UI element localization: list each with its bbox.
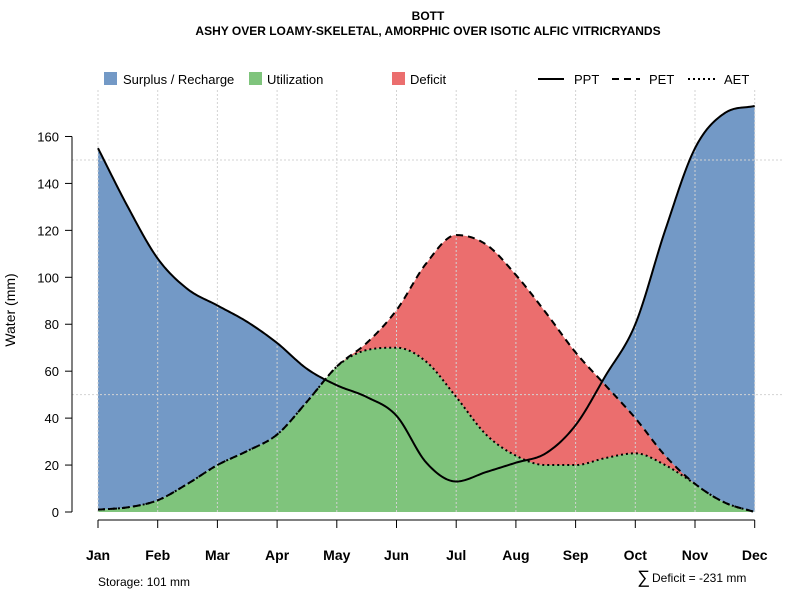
x-tick-label-apr: Apr — [265, 547, 290, 563]
surplus-area-1 — [98, 148, 325, 510]
series-line-pet — [97, 234, 755, 513]
legend-swatch-surplus — [104, 72, 117, 85]
surplus-area-2 — [602, 105, 755, 512]
y-tick-label-40: 40 — [45, 411, 59, 426]
series-lines — [97, 104, 755, 513]
x-tick-label-oct: Oct — [624, 547, 648, 563]
y-tick-label-120: 120 — [37, 223, 59, 238]
deficit-area — [98, 235, 755, 513]
storage-note: Storage: 101 mm — [98, 575, 190, 589]
legend-label-surplus: Surplus / Recharge — [123, 72, 234, 87]
area-fills — [98, 105, 755, 513]
legend-swatch-deficit — [392, 72, 405, 85]
chart-subtitle: ASHY OVER LOAMY-SKELETAL, AMORPHIC OVER … — [195, 24, 660, 38]
series-line-aet — [97, 346, 755, 513]
legend-label-utilization: Utilization — [267, 72, 323, 87]
deficit-note: Deficit = -231 mm — [652, 571, 746, 585]
x-tick-label-dec: Dec — [742, 547, 768, 563]
legend-label-aet: AET — [724, 72, 749, 87]
x-tick-label-sep: Sep — [563, 547, 589, 563]
utilization-area — [98, 347, 755, 512]
legend-label-pet: PET — [649, 72, 674, 87]
grid-lines — [72, 90, 784, 512]
chart-title: BOTT — [412, 9, 445, 23]
x-tick-label-jun: Jun — [384, 547, 409, 563]
x-tick-label-aug: Aug — [502, 547, 529, 563]
x-tick-label-nov: Nov — [682, 547, 709, 563]
y-tick-label-100: 100 — [37, 270, 59, 285]
y-tick-label-80: 80 — [45, 317, 59, 332]
x-tick-label-jul: Jul — [446, 547, 466, 563]
x-tick-label-may: May — [323, 547, 350, 563]
y-tick-label-160: 160 — [37, 129, 59, 144]
legend-label-deficit: Deficit — [410, 72, 447, 87]
deficit-sum-symbol: ∑ — [637, 567, 650, 587]
series-line-ppt — [97, 104, 755, 483]
legend: Surplus / Recharge Utilization Deficit P… — [104, 72, 749, 87]
x-tick-label-feb: Feb — [145, 547, 170, 563]
axes: 0 20 40 60 80 100 120 140 160 Jan Feb Mar Apr May Jun J… — [37, 129, 767, 563]
y-tick-label-140: 140 — [37, 176, 59, 191]
y-tick-label-60: 60 — [45, 364, 59, 379]
x-tick-label-jan: Jan — [86, 547, 110, 563]
x-tick-label-mar: Mar — [205, 547, 230, 563]
y-tick-label-20: 20 — [45, 458, 59, 473]
y-tick-label-0: 0 — [52, 505, 59, 520]
legend-swatch-utilization — [249, 72, 262, 85]
y-axis-title: Water (mm) — [2, 273, 18, 346]
legend-label-ppt: PPT — [574, 72, 599, 87]
